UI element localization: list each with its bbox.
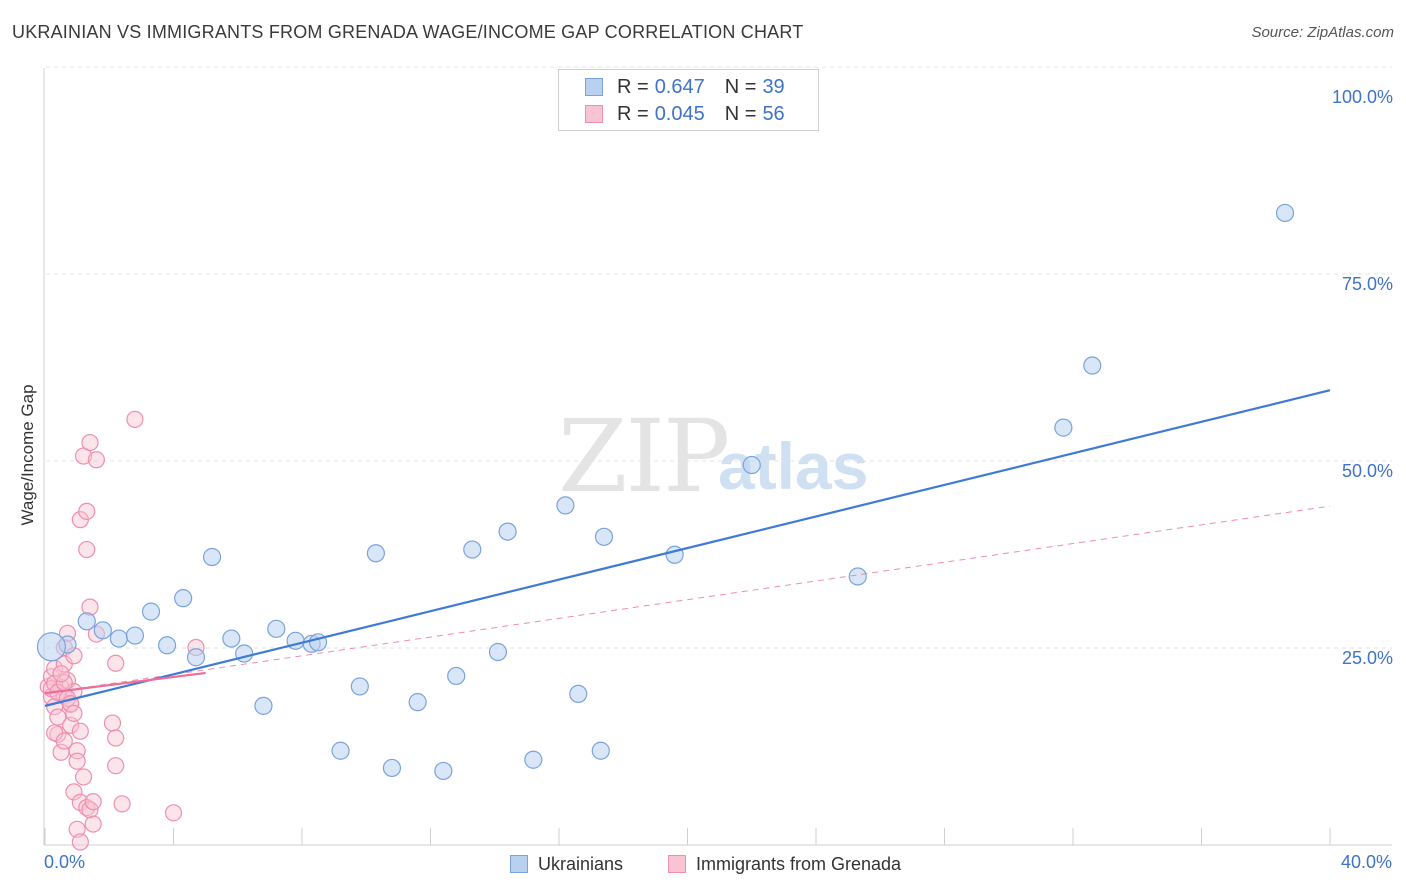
ukrainian-point — [141, 602, 161, 621]
grenada-trend-solid — [44, 671, 206, 695]
correlation-legend: R = 0.647 N = 39 R = 0.045 N = 56 — [558, 69, 819, 131]
legend-n-value: 56 — [762, 102, 785, 125]
grenada-point — [113, 795, 131, 813]
legend-r-value: 0.647 — [654, 75, 705, 98]
grenada-trend-dashed — [44, 505, 1331, 694]
ukrainian-point — [186, 648, 206, 667]
ukrainian-point — [434, 761, 453, 781]
ukrainian-point — [366, 544, 385, 563]
grenada-point — [78, 540, 96, 559]
ukrainian-point — [742, 455, 761, 475]
grenada-point — [126, 410, 144, 428]
bottom-legend-ukrainians: Ukrainians — [510, 852, 623, 876]
grenada-point — [164, 804, 183, 822]
legend-n-label: N = — [724, 102, 757, 125]
bottom-legend-label: Ukrainians — [538, 853, 624, 874]
ukrainian-point — [157, 636, 177, 655]
ukrainian-point — [408, 693, 427, 712]
ukrainian-point — [1275, 203, 1295, 223]
grenada-point — [65, 704, 83, 722]
grenada-point — [74, 768, 93, 786]
ukrainian-point — [382, 758, 402, 778]
ukrainian-point — [36, 632, 67, 662]
ukrainian-point — [109, 629, 128, 648]
legend-r-label: R = — [617, 102, 649, 125]
legend-r-value: 0.045 — [654, 102, 705, 125]
grenada-point — [107, 757, 125, 775]
ukrainian-point — [125, 626, 145, 645]
y-tick-label: 100.0% — [1332, 87, 1393, 107]
ukrainian-point — [254, 696, 273, 715]
ukrainian-point — [202, 547, 222, 567]
x-tick-label-min: 0.0% — [44, 852, 86, 872]
grenada-point — [68, 820, 86, 838]
grenada-point — [65, 783, 83, 801]
chart-title: UKRAINIAN VS IMMIGRANTS FROM GRENADA WAG… — [12, 22, 804, 42]
ukrainian-point — [350, 677, 369, 696]
grenada-point — [84, 793, 102, 811]
legend-row-ukrainians: R = 0.647 N = 39 — [585, 75, 785, 99]
ukrainian-point — [488, 642, 508, 662]
source-label: Source: ZipAtlas.com — [1251, 24, 1394, 41]
grenada-point — [68, 752, 86, 770]
y-tick-label: 50.0% — [1342, 461, 1393, 481]
bottom-legend-grenada: Immigrants from Grenada — [668, 852, 901, 876]
legend-row-grenada: R = 0.045 N = 56 — [585, 102, 785, 126]
ukrainian-point — [591, 741, 610, 760]
grenada-point — [107, 654, 125, 672]
y-tick-label: 75.0% — [1342, 274, 1393, 294]
ukrainian-point — [463, 540, 482, 559]
grenada-point — [103, 714, 122, 732]
grenada-point — [55, 732, 73, 750]
grenada-point — [52, 665, 70, 683]
ukrainian-point — [848, 567, 867, 586]
ukrainian-point — [1083, 356, 1102, 375]
ukrainian-point — [267, 619, 286, 638]
ukrainian-point — [331, 741, 350, 760]
grenada-point — [84, 815, 102, 833]
bottom-legend-label: Immigrants from Grenada — [696, 853, 902, 874]
ukrainian-point — [77, 612, 96, 631]
ukrainian-point — [556, 496, 575, 515]
ukrainian-point — [1054, 418, 1073, 437]
grenada-point — [78, 502, 96, 520]
ukrainian-point — [222, 629, 241, 648]
legend-swatch-blue — [585, 78, 603, 96]
y-axis-label: Wage/Income Gap — [18, 384, 37, 526]
grenada-point — [87, 451, 106, 469]
ukrainian-point — [594, 527, 614, 546]
ukrainian-point — [93, 621, 112, 640]
legend-r-label: R = — [617, 75, 649, 98]
legend-n-label: N = — [724, 75, 757, 98]
ukrainian-point — [174, 589, 193, 608]
grenada-point — [71, 722, 89, 740]
ukrainian-point — [569, 684, 588, 704]
x-tick-label-max: 40.0% — [1340, 852, 1392, 872]
ukrainian-trend-line — [44, 389, 1331, 707]
legend-swatch-pink — [585, 105, 603, 123]
grenada-point — [71, 833, 89, 851]
watermark-zip: ZIP — [558, 398, 730, 515]
y-tick-label: 25.0% — [1342, 648, 1393, 668]
grenada-point — [107, 729, 125, 747]
legend-n-value: 39 — [762, 75, 785, 98]
bottom-legend-swatch-blue — [510, 855, 528, 873]
grenada-point — [81, 433, 99, 452]
ukrainian-point — [524, 750, 543, 769]
ukrainian-point — [498, 522, 517, 541]
bottom-legend-swatch-pink — [668, 855, 686, 873]
ukrainian-point — [447, 666, 466, 686]
